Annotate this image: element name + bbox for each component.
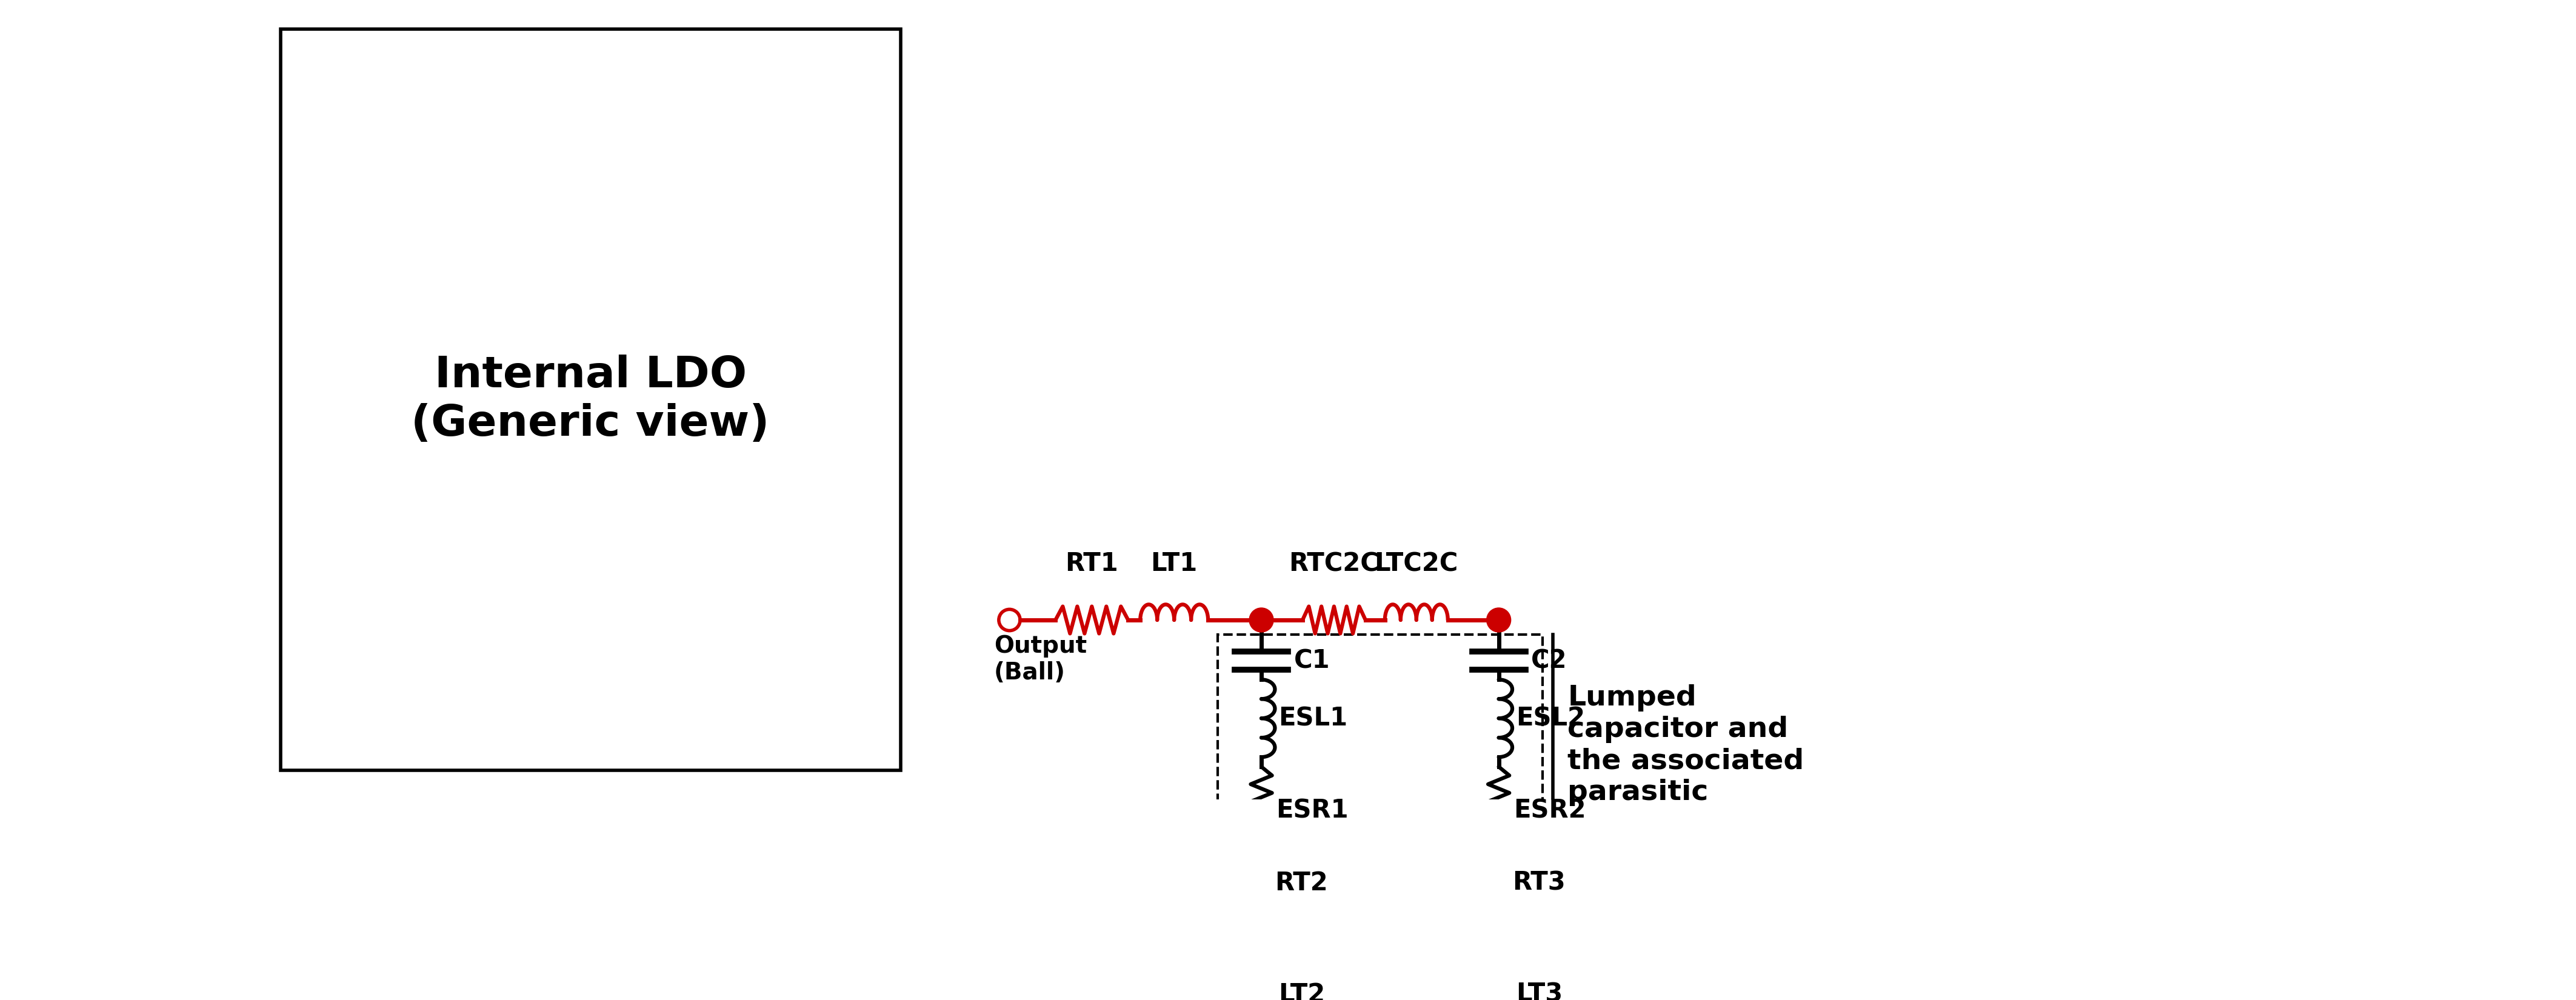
Text: C1: C1 <box>1293 648 1329 673</box>
Text: Output
(Ball): Output (Ball) <box>994 635 1087 684</box>
Text: RT2: RT2 <box>1275 870 1329 896</box>
Text: LTC2C: LTC2C <box>1376 551 1458 576</box>
Text: Internal LDO
(Generic view): Internal LDO (Generic view) <box>412 355 770 445</box>
Text: ESR2: ESR2 <box>1512 798 1587 823</box>
Text: RT1: RT1 <box>1066 551 1118 576</box>
Text: C2: C2 <box>1530 648 1566 673</box>
Text: ESR1: ESR1 <box>1275 798 1347 823</box>
Text: Lumped
capacitor and
the associated
parasitic: Lumped capacitor and the associated para… <box>1569 685 1803 806</box>
Text: LT2: LT2 <box>1278 982 1324 1000</box>
Text: LT1: LT1 <box>1151 551 1198 576</box>
Text: ESL2: ESL2 <box>1515 706 1584 731</box>
Text: LT3: LT3 <box>1515 982 1564 1000</box>
Circle shape <box>1249 608 1273 632</box>
Text: RTC2C: RTC2C <box>1288 551 1378 576</box>
Bar <box>281 29 902 770</box>
Text: ESL1: ESL1 <box>1278 706 1347 731</box>
Circle shape <box>1486 608 1512 632</box>
Text: RT3: RT3 <box>1512 870 1566 896</box>
